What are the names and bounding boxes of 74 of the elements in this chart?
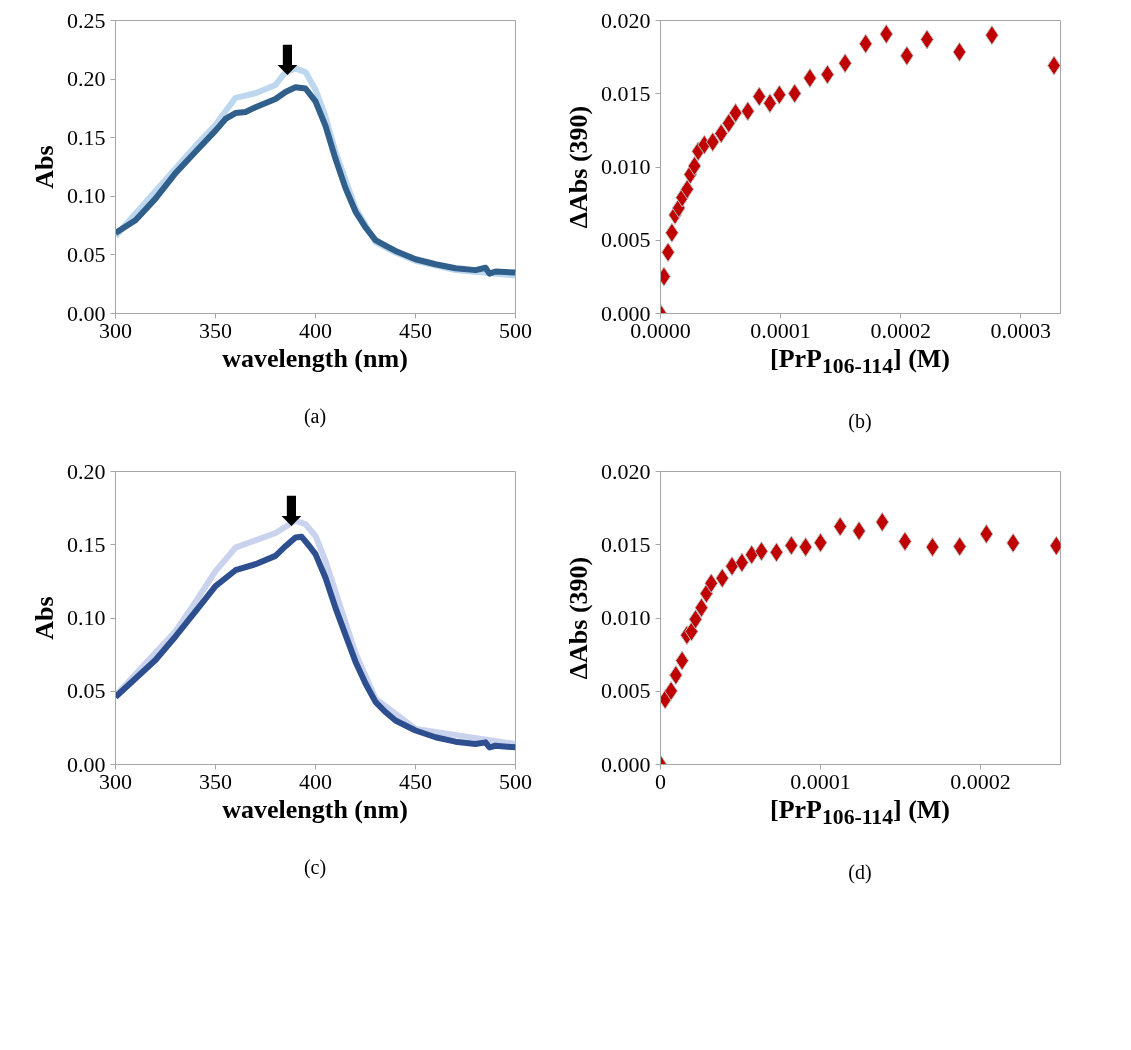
- x-axis-title: [PrP$_{106-114}$] (M): [770, 344, 950, 379]
- point: [952, 536, 967, 557]
- text: (d): [848, 859, 872, 885]
- y-axis-title: ΔAbs (390): [564, 105, 593, 229]
- y-tick-label: 0.10: [67, 183, 106, 209]
- point: [721, 113, 736, 134]
- point: [704, 572, 719, 593]
- y-tick-label: 0.005: [601, 227, 651, 253]
- x-tick-label: 0.0003: [990, 317, 1052, 343]
- x-tick-label: 350: [199, 317, 232, 343]
- point: [684, 621, 699, 642]
- point: [728, 102, 743, 123]
- y-tick-label: 0.15: [67, 124, 106, 150]
- point: [772, 84, 787, 105]
- annotation: ⬇: [270, 36, 305, 83]
- point: [979, 523, 994, 544]
- point: [875, 511, 890, 532]
- point: [858, 33, 873, 54]
- point: [813, 532, 828, 553]
- point: [744, 544, 759, 565]
- x-tick-label: 0.0002: [870, 317, 931, 343]
- point: [798, 536, 813, 557]
- point: [820, 64, 835, 85]
- y-axis-title: ΔAbs (390): [564, 556, 593, 679]
- point: [925, 536, 940, 557]
- text: (c): [303, 854, 327, 881]
- point: [833, 516, 848, 537]
- point: [879, 24, 894, 45]
- x-tick-label: 500: [499, 768, 532, 794]
- y-tick-label: 0.05: [67, 677, 106, 703]
- y-axis-title: Abs: [30, 145, 59, 189]
- x-tick-label: 0.0002: [950, 768, 1011, 794]
- x-tick-label: 400: [299, 317, 332, 343]
- text: (b): [848, 409, 872, 435]
- x-tick-label: 500: [499, 317, 532, 343]
- point: [769, 542, 784, 563]
- x-axis-title: [PrP$_{106-114}$] (M): [770, 794, 950, 829]
- y-tick-label: 0.15: [67, 531, 106, 557]
- x-tick-label: 400: [299, 768, 332, 794]
- point: [688, 609, 703, 630]
- point: [705, 131, 720, 152]
- point: [694, 597, 709, 618]
- annotation: ⬇: [274, 488, 309, 535]
- y-tick-label: 0.10: [67, 604, 106, 630]
- x-tick-label: 0.0001: [790, 768, 851, 794]
- point: [687, 155, 702, 176]
- point: [952, 42, 967, 62]
- point: [787, 83, 802, 104]
- text: (a): [303, 404, 327, 430]
- y-tick-label: 0.20: [67, 66, 106, 92]
- y-tick-label: 0.05: [67, 241, 106, 267]
- x-tick-label: 450: [399, 317, 432, 343]
- point: [752, 86, 767, 107]
- y-tick-label: 0.20: [67, 458, 106, 484]
- x-axis-title: wavelength (nm): [222, 794, 408, 824]
- y-axis-title: Abs: [30, 596, 59, 640]
- y-tick-label: 0.010: [601, 154, 651, 179]
- y-tick-label: 0.020: [601, 7, 651, 33]
- y-tick-label: 0.015: [601, 80, 651, 106]
- x-tick-label: 0.0001: [750, 317, 811, 343]
- point: [740, 101, 755, 122]
- y-tick-label: 0.010: [601, 604, 651, 630]
- y-tick-label: 0.020: [601, 458, 651, 484]
- y-tick-label: 0.000: [601, 751, 651, 777]
- x-tick-label: 450: [399, 768, 432, 794]
- point: [754, 541, 769, 562]
- point: [715, 567, 730, 588]
- point: [784, 535, 799, 556]
- x-tick-label: 0: [655, 768, 666, 794]
- x-axis-title: wavelength (nm): [222, 344, 408, 373]
- y-tick-label: 0.015: [601, 531, 651, 557]
- y-tick-label: 0.005: [601, 677, 651, 703]
- x-tick-label: 350: [199, 768, 232, 794]
- y-tick-label: 0.25: [67, 7, 106, 33]
